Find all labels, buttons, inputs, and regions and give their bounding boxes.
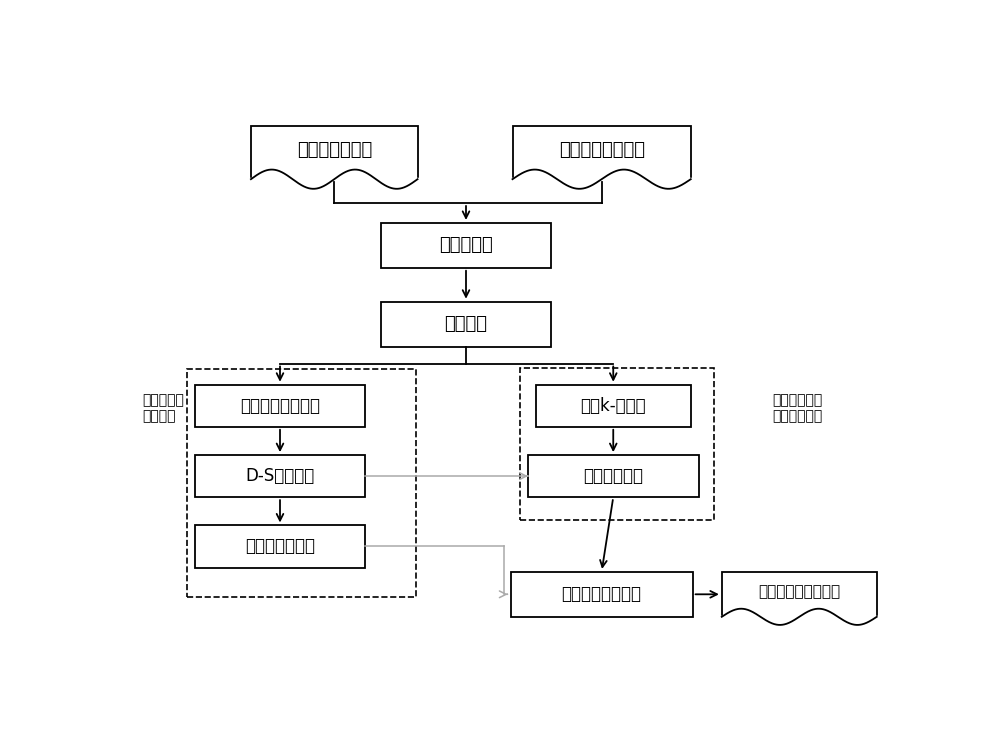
Text: 图像预处理: 图像预处理 bbox=[439, 236, 493, 254]
Text: 标记肺结节图像: 标记肺结节图像 bbox=[297, 141, 372, 159]
Text: 未标记肺结节图像: 未标记肺结节图像 bbox=[559, 141, 645, 159]
Bar bbox=[195, 526, 365, 567]
Text: 肺结节图像分类结果: 肺结节图像分类结果 bbox=[758, 585, 840, 599]
Text: D-S信息融合: D-S信息融合 bbox=[245, 467, 315, 485]
Text: 迭代寻优求解模型: 迭代寻优求解模型 bbox=[562, 586, 642, 603]
Bar bbox=[511, 572, 693, 617]
Bar bbox=[195, 455, 365, 497]
Text: 风险评估模
型的构建: 风险评估模 型的构建 bbox=[142, 393, 184, 424]
Text: 构造k-近邻图: 构造k-近邻图 bbox=[580, 397, 646, 414]
Bar bbox=[722, 572, 877, 617]
Bar bbox=[187, 369, 416, 597]
Text: 构建并选择基聚类: 构建并选择基聚类 bbox=[240, 397, 320, 414]
Bar bbox=[520, 368, 714, 520]
Bar bbox=[512, 126, 691, 179]
Bar bbox=[251, 126, 418, 179]
Text: 得到优化模型: 得到优化模型 bbox=[583, 467, 643, 485]
Bar bbox=[381, 223, 551, 268]
Text: 基于正则化优
化模型的构建: 基于正则化优 化模型的构建 bbox=[772, 393, 822, 424]
Bar bbox=[536, 385, 691, 427]
Bar bbox=[381, 302, 551, 346]
Text: 特征提取: 特征提取 bbox=[444, 315, 488, 333]
Bar bbox=[195, 385, 365, 427]
Text: 计算样本风险度: 计算样本风险度 bbox=[245, 537, 315, 556]
Bar bbox=[528, 455, 698, 497]
